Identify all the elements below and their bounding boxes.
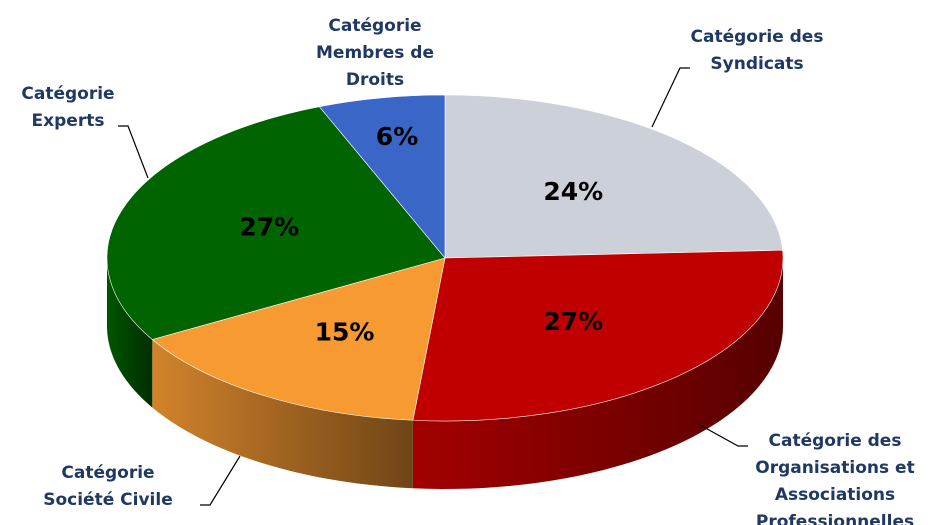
- pie-slice: [318, 94, 446, 259]
- value-label: 27%: [543, 307, 603, 336]
- category-label: Catégorie des Syndicats: [691, 27, 824, 74]
- pie-slice: [151, 257, 446, 421]
- pie-slice: [444, 94, 783, 259]
- pie-slice: [106, 106, 446, 340]
- pie-side: [107, 258, 153, 408]
- value-label: 6%: [376, 122, 418, 151]
- leader-line: [699, 424, 748, 447]
- value-label: 24%: [543, 177, 603, 206]
- pie-side: [152, 339, 413, 489]
- leader-line: [200, 455, 241, 506]
- category-label: Catégorie Société Civile: [43, 463, 173, 510]
- leader-line: [651, 67, 690, 128]
- category-label: Catégorie Experts: [21, 84, 114, 131]
- pie-side: [412, 258, 783, 489]
- category-label: Catégorie Membres de Droits: [316, 16, 434, 90]
- category-label: Catégorie des Organisations et Association…: [755, 431, 914, 525]
- leader-line: [118, 125, 149, 179]
- pie-slice: [412, 249, 784, 422]
- value-label: 15%: [315, 317, 375, 346]
- value-label: 27%: [239, 213, 299, 242]
